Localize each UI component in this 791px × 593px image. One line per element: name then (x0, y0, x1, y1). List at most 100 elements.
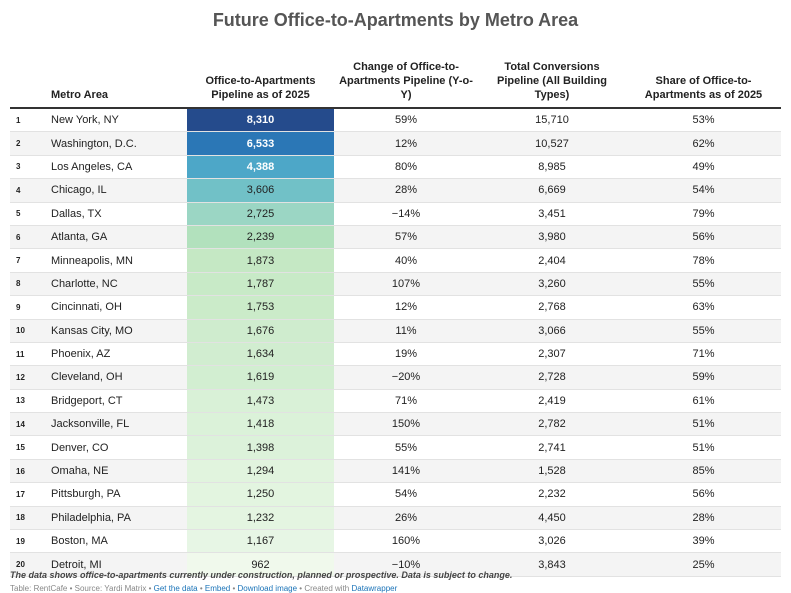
row-pipeline-value: 1,232 (187, 506, 334, 531)
header-row: Metro Area Office-to-Apartments Pipeline… (10, 54, 781, 109)
row-change-value: 71% (334, 389, 478, 414)
credits-sep: • Created with (297, 584, 352, 593)
row-share-value: 54% (626, 178, 781, 203)
table-row: 8 Charlotte, NC 1,787 107% 3,260 55% (10, 272, 781, 297)
row-metro-name: Dallas, TX (47, 202, 187, 226)
row-rank: 15 (10, 435, 47, 460)
row-change-value: 160% (334, 529, 478, 554)
row-metro-name: Philadelphia, PA (47, 506, 187, 531)
row-total-value: 2,768 (478, 295, 626, 320)
row-rank: 7 (10, 248, 47, 273)
row-metro-name: Jacksonville, FL (47, 412, 187, 437)
metro-table: Metro Area Office-to-Apartments Pipeline… (10, 54, 781, 577)
embed-link[interactable]: Embed (204, 584, 231, 593)
row-total-value: 4,450 (478, 506, 626, 531)
row-share-value: 78% (626, 248, 781, 273)
table-row: 1 New York, NY 8,310 59% 15,710 53% (10, 108, 781, 133)
row-metro-name: Detroit, MI (47, 552, 187, 577)
row-pipeline-value: 3,606 (187, 178, 334, 203)
table-body: 1 New York, NY 8,310 59% 15,710 53% 2 Washingto… (10, 108, 781, 577)
row-rank: 10 (10, 319, 47, 343)
row-change-value: −14% (334, 202, 478, 226)
row-metro-name: Cincinnati, OH (47, 295, 187, 320)
row-share-value: 71% (626, 342, 781, 367)
row-pipeline-value: 1,398 (187, 435, 334, 460)
row-change-value: −20% (334, 365, 478, 390)
row-total-value: 8,985 (478, 155, 626, 180)
row-total-value: 15,710 (478, 108, 626, 133)
row-share-value: 63% (626, 295, 781, 320)
row-metro-name: Bridgeport, CT (47, 389, 187, 414)
row-total-value: 1,528 (478, 459, 626, 484)
col-header-pipeline[interactable]: Office-to-Apartments Pipeline as of 2025 (187, 54, 334, 109)
row-pipeline-value: 2,239 (187, 225, 334, 250)
row-metro-name: Washington, D.C. (47, 131, 187, 156)
table-row: 4 Chicago, IL 3,606 28% 6,669 54% (10, 178, 781, 203)
row-change-value: 150% (334, 412, 478, 437)
row-change-value: 59% (334, 108, 478, 133)
row-rank: 5 (10, 202, 47, 226)
row-pipeline-value: 1,619 (187, 365, 334, 390)
row-rank: 9 (10, 295, 47, 320)
row-change-value: 141% (334, 459, 478, 484)
row-share-value: 85% (626, 459, 781, 484)
row-total-value: 10,527 (478, 131, 626, 156)
row-pipeline-value: 1,418 (187, 412, 334, 437)
table-row: 19 Boston, MA 1,167 160% 3,026 39% (10, 529, 781, 554)
row-total-value: 2,728 (478, 365, 626, 390)
row-metro-name: Phoenix, AZ (47, 342, 187, 367)
row-metro-name: Pittsburgh, PA (47, 482, 187, 507)
row-change-value: 19% (334, 342, 478, 367)
row-metro-name: Omaha, NE (47, 459, 187, 484)
row-total-value: 2,782 (478, 412, 626, 437)
row-share-value: 56% (626, 225, 781, 250)
row-metro-name: Denver, CO (47, 435, 187, 460)
row-share-value: 79% (626, 202, 781, 226)
row-metro-name: Los Angeles, CA (47, 155, 187, 180)
row-change-value: 107% (334, 272, 478, 297)
row-metro-name: Cleveland, OH (47, 365, 187, 390)
download-image-link[interactable]: Download image (237, 584, 298, 593)
row-rank: 14 (10, 412, 47, 437)
row-rank: 8 (10, 272, 47, 297)
row-share-value: 59% (626, 365, 781, 390)
col-header-change[interactable]: Change of Office-to-Apartments Pipeline … (334, 54, 478, 109)
get-data-link[interactable]: Get the data (153, 584, 198, 593)
table-row: 7 Minneapolis, MN 1,873 40% 2,404 78% (10, 248, 781, 273)
row-total-value: 6,669 (478, 178, 626, 203)
row-change-value: 80% (334, 155, 478, 180)
table-row: 10 Kansas City, MO 1,676 11% 3,066 55% (10, 319, 781, 343)
row-pipeline-value: 1,676 (187, 319, 334, 343)
row-share-value: 55% (626, 319, 781, 343)
row-pipeline-value: 1,634 (187, 342, 334, 367)
row-rank: 6 (10, 225, 47, 250)
row-change-value: 55% (334, 435, 478, 460)
col-header-rank[interactable] (10, 54, 47, 109)
datawrapper-link[interactable]: Datawrapper (351, 584, 398, 593)
credits-line: Table: RentCafe • Source: Yardi Matrix •… (10, 584, 397, 593)
col-header-metro[interactable]: Metro Area (47, 54, 187, 109)
row-share-value: 28% (626, 506, 781, 531)
row-rank: 11 (10, 342, 47, 367)
row-change-value: 28% (334, 178, 478, 203)
row-change-value: 57% (334, 225, 478, 250)
row-share-value: 49% (626, 155, 781, 180)
row-pipeline-value: 962 (187, 552, 334, 577)
row-share-value: 51% (626, 435, 781, 460)
row-change-value: 54% (334, 482, 478, 507)
row-rank: 3 (10, 155, 47, 180)
table-row: 6 Atlanta, GA 2,239 57% 3,980 56% (10, 225, 781, 250)
row-share-value: 56% (626, 482, 781, 507)
table-title: Future Office-to-Apartments by Metro Are… (212, 10, 579, 30)
table-row: 13 Bridgeport, CT 1,473 71% 2,419 61% (10, 389, 781, 414)
row-pipeline-value: 1,473 (187, 389, 334, 414)
col-header-share[interactable]: Share of Office-to-Apartments as of 2025 (626, 54, 781, 109)
row-total-value: 2,404 (478, 248, 626, 273)
row-change-value: −10% (334, 552, 478, 577)
row-pipeline-value: 8,310 (187, 108, 334, 133)
row-metro-name: Boston, MA (47, 529, 187, 554)
table-row: 3 Los Angeles, CA 4,388 80% 8,985 49% (10, 155, 781, 180)
row-share-value: 39% (626, 529, 781, 554)
row-change-value: 26% (334, 506, 478, 531)
col-header-total[interactable]: Total Conversions Pipeline (All Building… (478, 54, 626, 109)
